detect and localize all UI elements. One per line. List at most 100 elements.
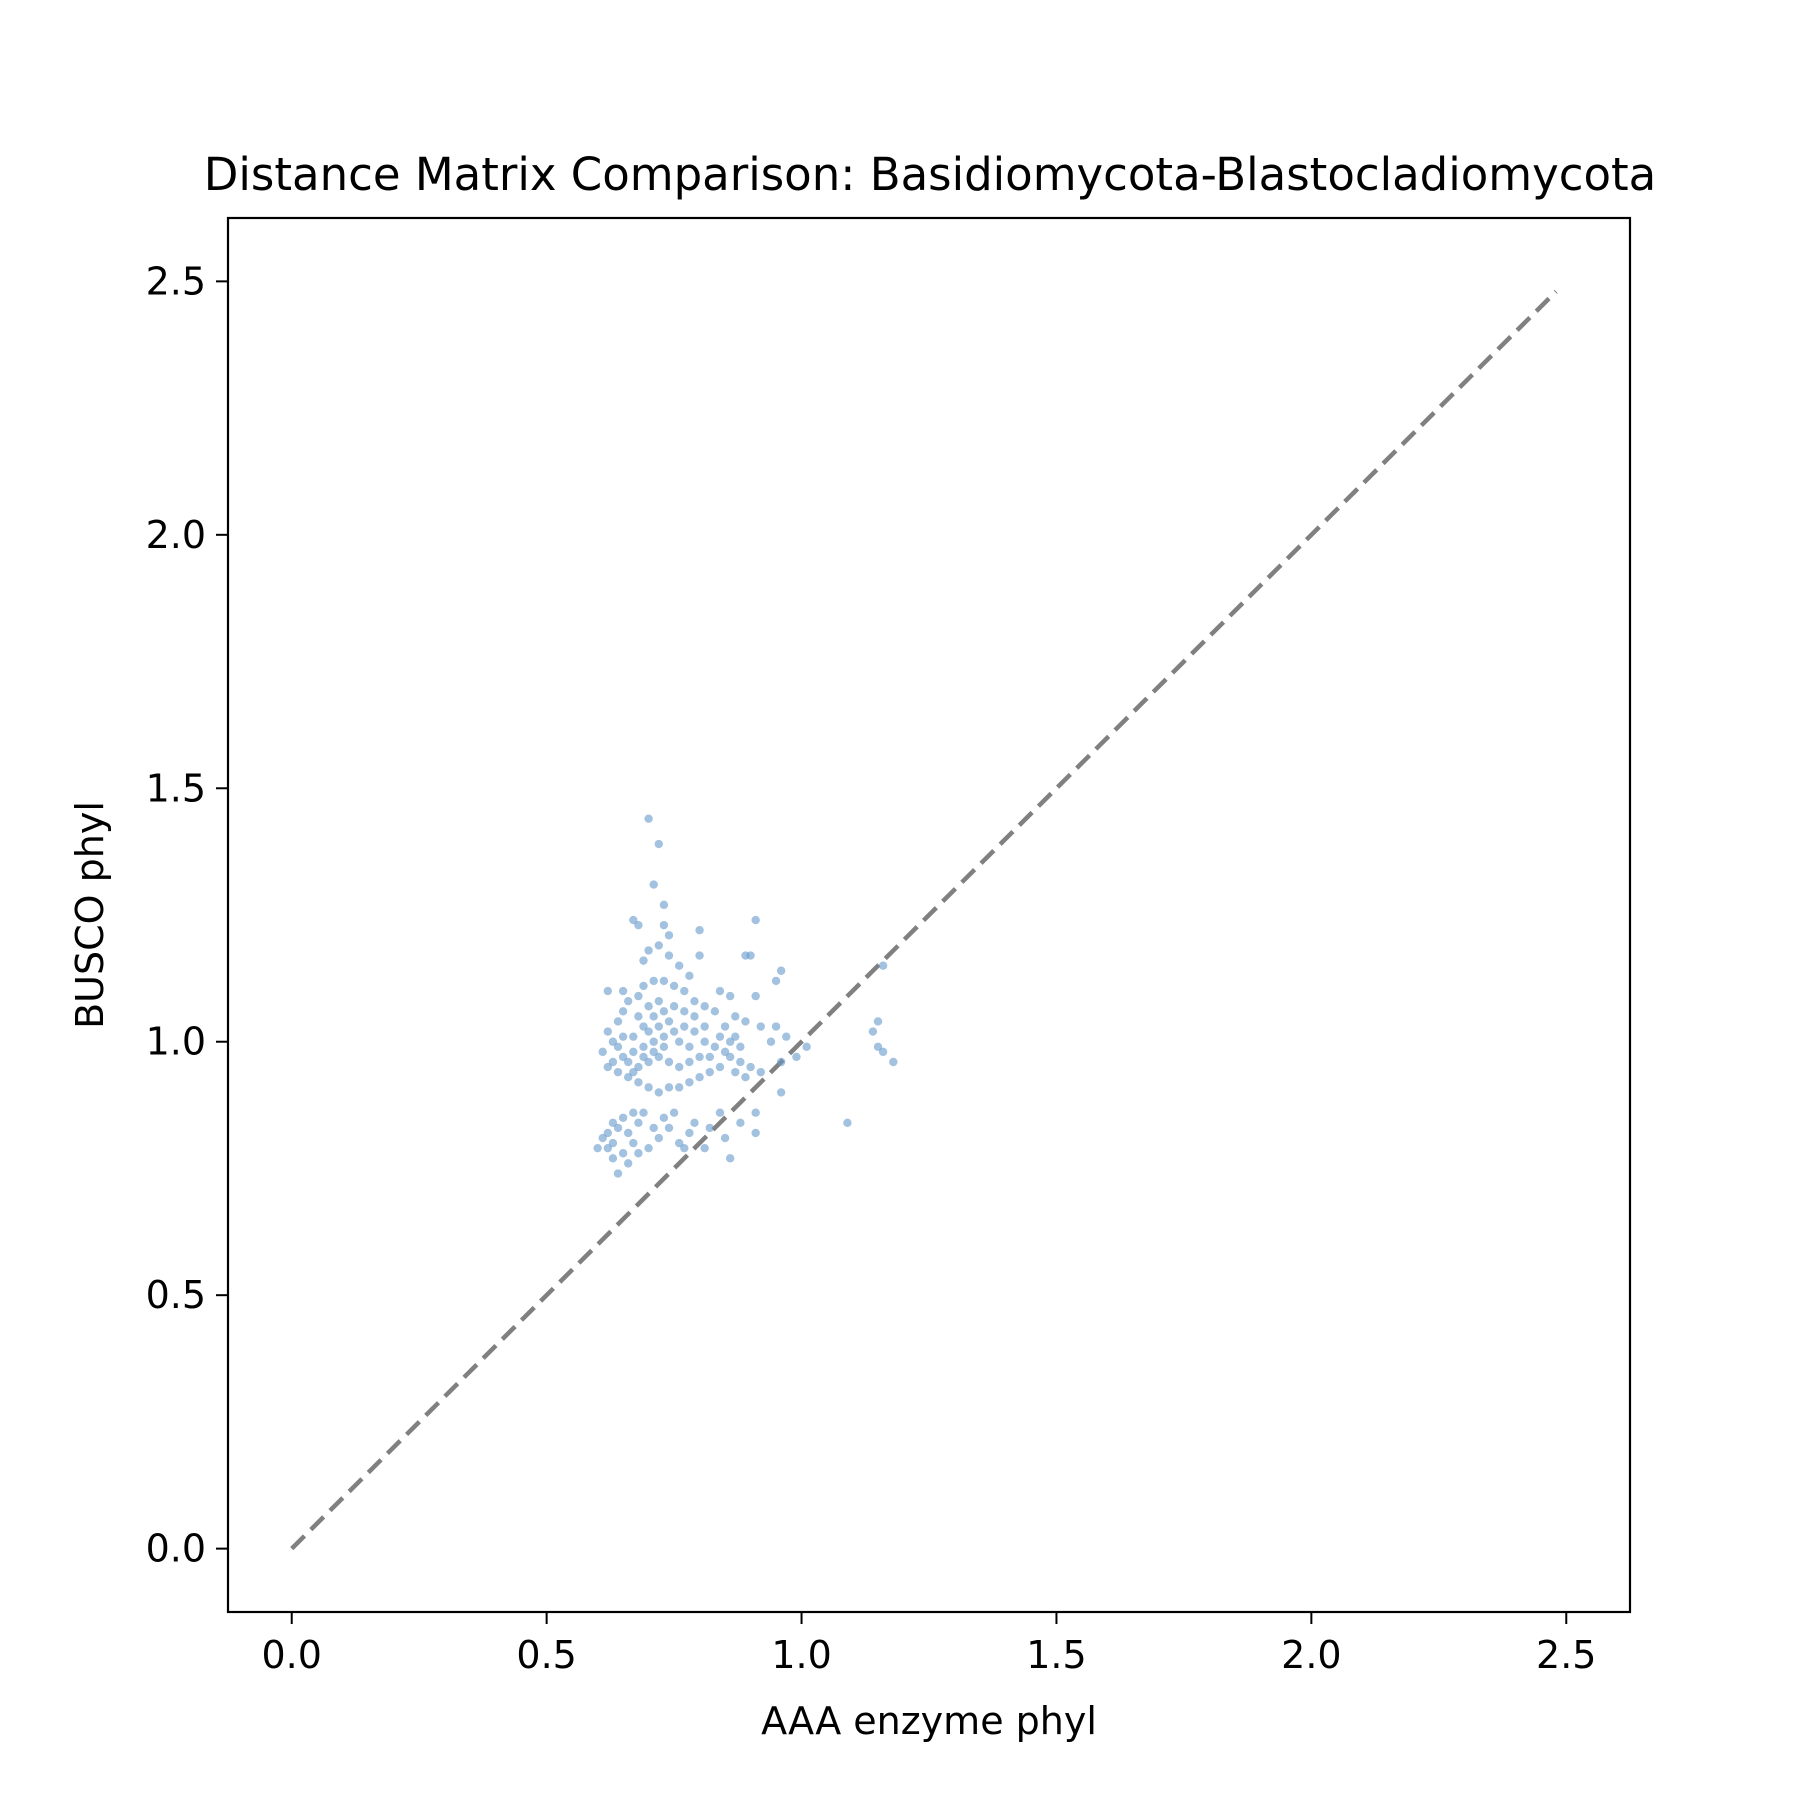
- data-points: [593, 814, 898, 1178]
- data-point: [634, 1078, 643, 1087]
- data-point: [624, 1128, 633, 1138]
- data-point: [669, 981, 679, 991]
- data-point: [771, 976, 781, 986]
- data-point: [603, 1027, 613, 1036]
- data-point: [634, 1012, 643, 1021]
- data-point: [690, 996, 699, 1006]
- data-point: [608, 1057, 618, 1067]
- data-point: [720, 1022, 730, 1031]
- data-point: [664, 951, 674, 960]
- data-point: [700, 1022, 709, 1031]
- data-point: [680, 1143, 689, 1153]
- data-point: [669, 1002, 679, 1011]
- data-point: [669, 1108, 679, 1117]
- data-point: [664, 1017, 674, 1026]
- data-point: [725, 1052, 735, 1062]
- data-point: [608, 1037, 618, 1046]
- data-point: [649, 880, 658, 889]
- data-point: [624, 1159, 633, 1168]
- data-point: [603, 1128, 613, 1138]
- data-point: [624, 1073, 633, 1082]
- data-point: [603, 1062, 613, 1072]
- y-tick-label: 2.0: [146, 513, 206, 557]
- data-point: [741, 1073, 750, 1082]
- data-point: [685, 1057, 694, 1067]
- data-point: [664, 931, 674, 940]
- data-point: [674, 1062, 684, 1072]
- data-point: [629, 1047, 638, 1057]
- data-point: [598, 1047, 607, 1057]
- data-point: [639, 1042, 648, 1051]
- data-point: [695, 1052, 704, 1062]
- data-point: [674, 1138, 684, 1148]
- reference-line-layer: [290, 289, 1558, 1551]
- data-point: [634, 920, 643, 930]
- data-point: [674, 961, 684, 970]
- data-point: [644, 1057, 653, 1067]
- data-point: [613, 1123, 623, 1133]
- data-point: [659, 1113, 669, 1122]
- data-point: [659, 976, 669, 986]
- data-point: [659, 900, 669, 910]
- data-point: [629, 1138, 638, 1148]
- data-point: [644, 814, 653, 823]
- y-axis: 0.0 0.5 1.0 1.5 2.0 2.5: [146, 259, 228, 1571]
- data-point: [649, 1012, 658, 1021]
- data-point: [659, 1007, 669, 1016]
- data-point: [873, 1042, 883, 1051]
- data-point: [802, 1042, 811, 1051]
- y-tick-label: 1.5: [146, 766, 206, 810]
- data-point: [613, 1017, 623, 1026]
- data-point: [843, 1118, 852, 1128]
- data-point: [731, 1032, 740, 1041]
- data-point: [766, 1037, 776, 1046]
- data-point: [639, 1052, 648, 1062]
- data-point: [629, 1067, 638, 1077]
- y-tick-label: 2.5: [146, 259, 206, 303]
- data-point: [624, 1057, 633, 1067]
- data-point: [680, 1022, 689, 1031]
- data-point: [639, 956, 648, 965]
- data-point: [741, 1017, 750, 1026]
- data-point: [654, 839, 663, 849]
- data-point: [736, 1042, 745, 1051]
- data-point: [629, 915, 638, 925]
- data-point: [664, 1123, 674, 1133]
- data-point: [746, 951, 755, 960]
- data-point: [705, 1123, 714, 1133]
- data-point: [618, 1032, 628, 1041]
- data-point: [771, 1022, 781, 1031]
- data-point: [634, 1062, 643, 1072]
- data-point: [751, 915, 760, 925]
- data-point: [613, 1042, 623, 1051]
- x-axis-label: AAA enzyme phyl: [761, 1699, 1097, 1743]
- data-point: [751, 991, 760, 1001]
- data-point: [715, 1108, 725, 1117]
- data-point: [618, 986, 628, 996]
- data-point: [624, 996, 633, 1006]
- data-point: [608, 1154, 618, 1163]
- data-point: [690, 1027, 699, 1036]
- data-point: [690, 1118, 699, 1128]
- data-point: [639, 1108, 648, 1117]
- data-point: [715, 1032, 725, 1041]
- data-point: [639, 1022, 648, 1031]
- data-point: [618, 1007, 628, 1016]
- data-point: [654, 1133, 663, 1143]
- plot-area: [290, 289, 1558, 1551]
- data-point: [659, 1042, 669, 1051]
- x-tick-label: 1.0: [771, 1633, 831, 1677]
- data-point: [776, 1088, 786, 1097]
- data-point: [654, 996, 663, 1006]
- data-point: [700, 1037, 709, 1046]
- data-point: [705, 1067, 714, 1077]
- data-point: [720, 1047, 730, 1057]
- data-point: [613, 1067, 623, 1077]
- data-point: [710, 1007, 720, 1016]
- data-point: [680, 1007, 689, 1016]
- data-point: [659, 920, 669, 930]
- data-point: [598, 1133, 607, 1143]
- data-point: [715, 986, 725, 996]
- data-point: [654, 941, 663, 950]
- data-point: [782, 1032, 791, 1041]
